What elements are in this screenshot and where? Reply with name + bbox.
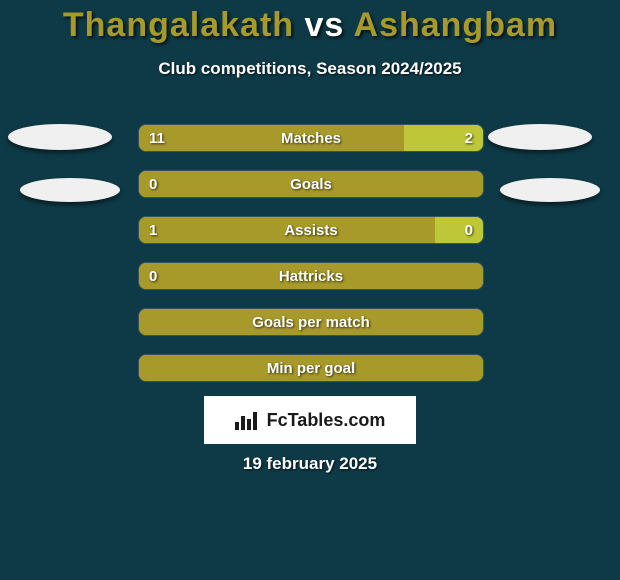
stat-left-value: 0 xyxy=(149,171,157,197)
player1-name: Thangalakath xyxy=(63,6,294,44)
stat-row: Goals0 xyxy=(138,170,484,198)
stat-label: Goals per match xyxy=(139,309,483,335)
side-ellipse xyxy=(500,178,600,202)
stat-label: Hattricks xyxy=(139,263,483,289)
stat-row: Matches11 2 xyxy=(138,124,484,152)
stat-row: Assists1 0 xyxy=(138,216,484,244)
stat-right-value: 2 xyxy=(465,125,473,151)
stat-right-value: 0 xyxy=(465,217,473,243)
stat-row: Hattricks0 xyxy=(138,262,484,290)
stat-left-value: 1 xyxy=(149,217,157,243)
subtitle: Club competitions, Season 2024/2025 xyxy=(0,59,620,79)
stat-left-value: 11 xyxy=(149,125,165,151)
logo-box: FcTables.com xyxy=(204,396,416,444)
side-ellipse xyxy=(488,124,592,150)
vs-title: Thangalakath vs Ashangbam xyxy=(0,0,620,45)
side-ellipse xyxy=(8,124,112,150)
player2-name: Ashangbam xyxy=(354,6,558,44)
stat-label: Min per goal xyxy=(139,355,483,381)
date: 19 february 2025 xyxy=(0,454,620,474)
stat-label: Matches xyxy=(139,125,483,151)
side-ellipse xyxy=(20,178,120,202)
bars-icon xyxy=(235,410,261,430)
stat-row: Goals per match xyxy=(138,308,484,336)
comparison-bars: Matches112Goals0Assists10Hattricks0Goals… xyxy=(138,124,484,400)
logo-text: FcTables.com xyxy=(267,410,386,431)
stat-left-value: 0 xyxy=(149,263,157,289)
stat-label: Goals xyxy=(139,171,483,197)
stat-label: Assists xyxy=(139,217,483,243)
vs-text: vs xyxy=(305,6,345,44)
stat-row: Min per goal xyxy=(138,354,484,382)
